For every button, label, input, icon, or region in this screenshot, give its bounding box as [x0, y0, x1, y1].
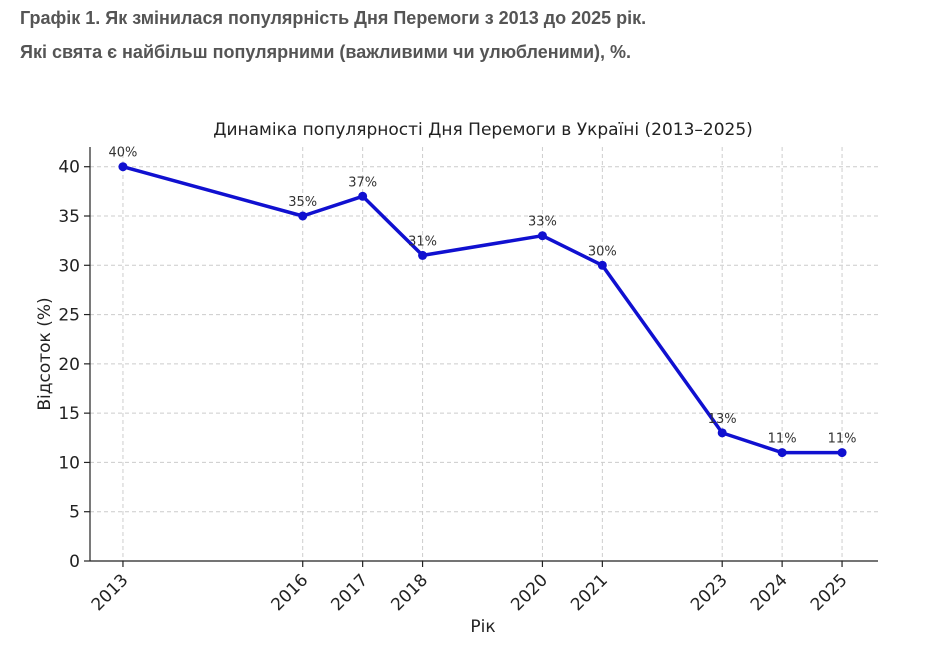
x-tick-label: 2023 — [687, 570, 732, 615]
data-point — [717, 428, 727, 438]
y-tick-label: 15 — [58, 404, 80, 424]
x-tick-label: 2020 — [507, 570, 552, 615]
y-tick-label: 30 — [58, 256, 80, 276]
data-point — [597, 260, 607, 270]
data-label: 11% — [768, 432, 797, 447]
x-tick-label: 2018 — [387, 570, 432, 615]
y-tick-label: 10 — [58, 453, 80, 473]
data-labels: 40% 35% 37% 31% 33% 30% 13% 11% 11% — [109, 146, 857, 447]
series-layer — [118, 162, 847, 458]
chart-title: Динаміка популярності Дня Перемоги в Укр… — [213, 120, 753, 140]
data-label: 40% — [109, 146, 138, 161]
data-label: 31% — [408, 234, 437, 249]
figure-caption-line-2: Які свята є найбільш популярними (важлив… — [20, 42, 632, 62]
grid — [90, 147, 878, 562]
y-tick-label: 0 — [69, 552, 80, 572]
series-line — [122, 165, 842, 455]
y-tick-label: 5 — [69, 503, 80, 523]
data-label: 11% — [828, 432, 857, 447]
y-axis-label: Відсоток (%) — [35, 297, 55, 410]
data-point — [298, 211, 308, 221]
y-tick-label: 35 — [58, 207, 80, 227]
x-tick-label: 2013 — [88, 570, 133, 615]
x-tick-label: 2017 — [327, 570, 372, 615]
y-tick-label: 40 — [58, 158, 80, 178]
data-label: 30% — [588, 244, 617, 259]
data-point — [537, 231, 547, 241]
x-tick-label: 2016 — [268, 570, 313, 615]
data-point — [777, 448, 787, 458]
x-tick-label: 2021 — [567, 570, 612, 615]
x-tick-label: 2024 — [747, 570, 792, 615]
y-tick-label: 25 — [58, 306, 80, 326]
x-axis-label: Рік — [470, 617, 495, 637]
data-label: 33% — [528, 215, 557, 230]
data-label: 35% — [288, 195, 317, 210]
data-label: 13% — [708, 412, 737, 427]
data-label: 37% — [348, 175, 377, 190]
y-tick-label: 20 — [58, 355, 80, 375]
data-point — [418, 250, 428, 260]
data-point — [837, 448, 847, 458]
figure-caption-line-1: Графік 1. Як змінилася популярність Дня … — [20, 8, 647, 28]
data-point — [118, 162, 128, 172]
x-tick-label: 2025 — [807, 570, 852, 615]
data-point — [358, 191, 368, 201]
